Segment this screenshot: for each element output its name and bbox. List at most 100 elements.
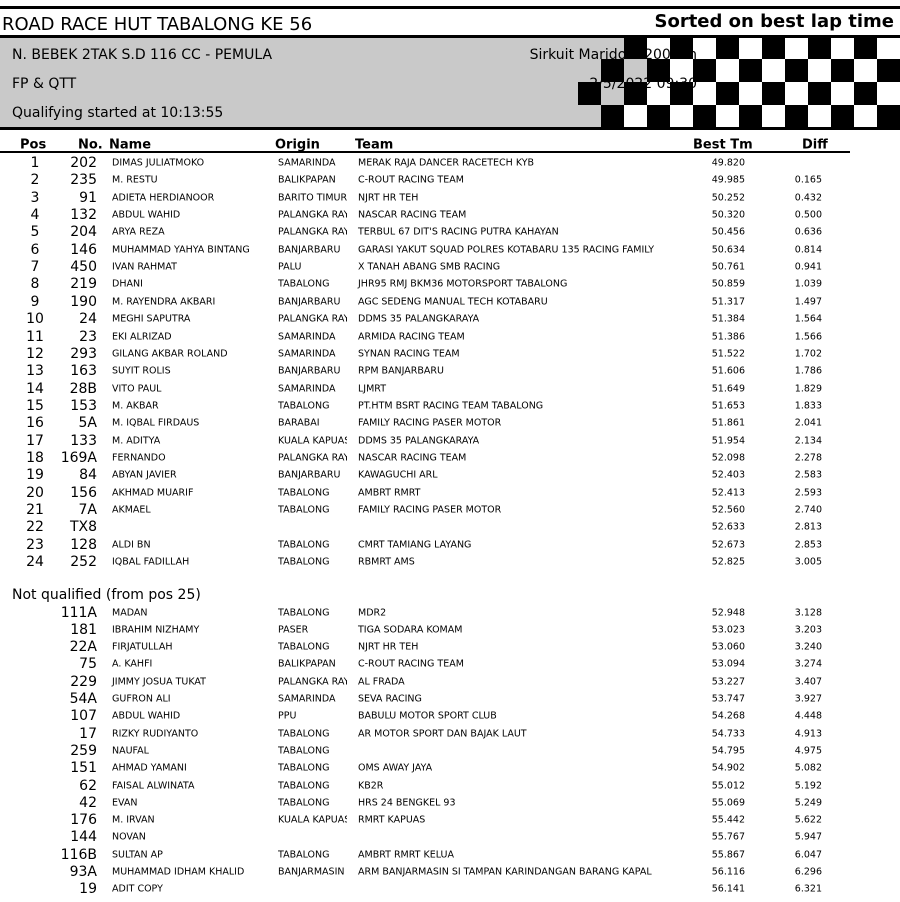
pos: 24	[26, 554, 44, 571]
rider-name: IVAN RAHMAT	[112, 261, 177, 273]
origin: PALANGKA RAYA	[278, 676, 347, 687]
team: ARM BANJARMASIN SI TAMPAN KARINDANGAN BA…	[358, 866, 652, 878]
rider-name: IBRAHIM NIZHAMY	[112, 624, 200, 636]
diff: 3.274	[794, 658, 822, 670]
best-time: 52.403	[711, 469, 745, 481]
pos: 10	[26, 311, 44, 328]
origin: PALANGKA RAYA	[278, 314, 347, 324]
flag-square	[716, 38, 739, 59]
origin: TABALONG	[278, 763, 330, 773]
team: NASCAR RACING TEAM	[358, 452, 467, 464]
header-rule	[0, 151, 850, 153]
origin: PASER	[278, 625, 309, 635]
rider-name: ABDUL WAHID	[112, 710, 181, 722]
column-header: Diff	[802, 137, 828, 153]
number: 62	[79, 777, 97, 794]
flag-gap	[670, 105, 693, 128]
team: ARMIDA RACING TEAM	[358, 330, 465, 342]
start-time: Qualifying started at 10:13:55	[12, 105, 224, 121]
team: TERBUL 67 DIT'S RACING PUTRA KAHAYAN	[358, 226, 559, 238]
diff: 0.500	[794, 209, 822, 221]
rider-name: RIZKY RUDIYANTO	[112, 727, 199, 739]
origin: BARITO TIMUR	[278, 192, 347, 203]
number: 24	[79, 311, 97, 328]
best-time: 52.948	[711, 606, 745, 618]
team: MDR2	[358, 606, 387, 618]
column-header: Best Tm	[693, 137, 753, 153]
pos: 18	[26, 449, 44, 466]
best-time: 53.060	[711, 641, 745, 653]
rider-name: ABDUL WAHID	[112, 209, 181, 221]
number: 190	[70, 293, 97, 310]
team: CMRT TAMIANG LAYANG	[358, 538, 472, 550]
number: 132	[70, 207, 97, 224]
diff: 2.583	[794, 469, 822, 481]
flag-gap	[693, 82, 716, 105]
number: 169A	[60, 449, 97, 466]
pos: 6	[30, 241, 40, 258]
flag-square	[854, 82, 877, 105]
diff: 5.622	[794, 814, 822, 826]
best-time: 51.522	[711, 348, 745, 360]
origin: TABALONG	[278, 798, 330, 808]
team: NJRT HR TEH	[358, 641, 419, 653]
best-time: 55.012	[711, 779, 745, 791]
rider-name: MEGHI SAPUTRA	[112, 313, 191, 325]
rider-name: AKHMAD MUARIF	[112, 486, 194, 498]
team: OMS AWAY JAYA	[358, 762, 433, 774]
flag-gap	[854, 105, 877, 128]
origin: TABALONG	[278, 780, 330, 791]
diff: 5.082	[794, 762, 822, 774]
rider-name: M. ADITYA	[112, 434, 161, 446]
best-time: 51.861	[711, 417, 745, 429]
best-time: 54.795	[711, 745, 745, 757]
diff: 1.833	[794, 400, 822, 412]
team: HRS 24 BENGKEL 93	[358, 797, 456, 809]
rider-name: ADIT COPY	[112, 883, 163, 895]
origin: SAMARINDA	[278, 331, 336, 342]
best-time: 53.094	[711, 658, 745, 670]
rider-name: AKMAEL	[112, 504, 151, 516]
team: SYNAN RACING TEAM	[358, 348, 460, 360]
team: KAWAGUCHI ARL	[358, 469, 438, 481]
number: 259	[70, 742, 97, 759]
diff: 0.636	[794, 226, 822, 238]
best-time: 50.761	[711, 261, 745, 273]
band-rule	[0, 127, 900, 130]
flag-gap	[854, 59, 877, 82]
number: 219	[70, 276, 97, 293]
team: LJMRT	[358, 382, 387, 394]
diff: 2.593	[794, 486, 822, 498]
flag-gap	[647, 82, 670, 105]
best-time: 53.747	[711, 693, 745, 705]
origin: PALU	[278, 262, 302, 272]
rider-name: IQBAL FADILLAH	[112, 556, 190, 568]
rider-name: A. KAHFI	[112, 658, 153, 670]
origin: KUALA KAPUAS	[278, 435, 347, 446]
best-time: 51.384	[711, 313, 745, 325]
pos: 17	[26, 432, 44, 449]
pos: 12	[26, 345, 44, 362]
number: TX8	[69, 519, 97, 536]
best-time: 52.098	[711, 452, 745, 464]
column-header: Pos	[20, 137, 47, 153]
rider-name: FIRJATULLAH	[112, 641, 173, 653]
flag-gap	[808, 105, 831, 128]
column-header: Team	[355, 137, 394, 153]
flag-square	[831, 59, 854, 82]
diff: 6.296	[794, 866, 822, 878]
diff: 1.829	[794, 382, 822, 394]
flag-gap	[808, 59, 831, 82]
number: 293	[70, 345, 97, 362]
flag-square	[601, 59, 624, 82]
team: NJRT HR TEH	[358, 191, 419, 203]
flag-square	[647, 59, 670, 82]
rider-name: ADIETA HERDIANOOR	[112, 191, 215, 203]
pos: 21	[26, 502, 44, 518]
team: X TANAH ABANG SMB RACING	[358, 261, 501, 273]
flag-gap	[785, 38, 808, 59]
number: 19	[79, 881, 97, 898]
best-time: 53.227	[711, 675, 745, 687]
flag-square	[831, 105, 854, 128]
rider-name: NAUFAL	[112, 745, 149, 757]
